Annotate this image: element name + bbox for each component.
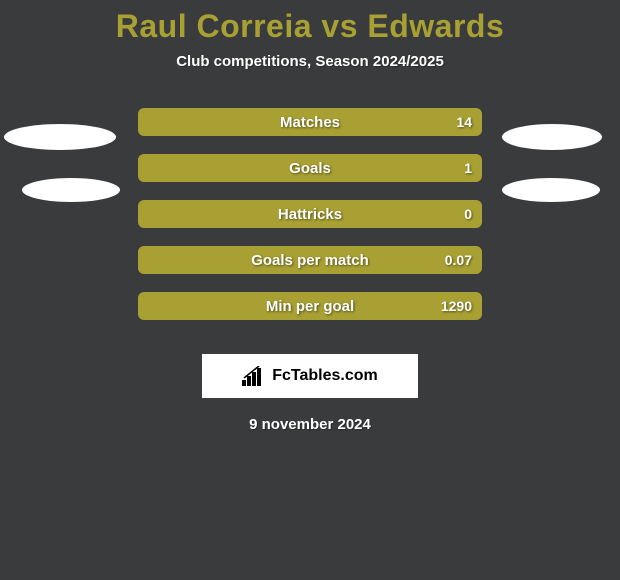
- stat-label: Goals: [289, 160, 331, 177]
- branding-text: FcTables.com: [272, 367, 378, 385]
- stat-value: 1: [464, 160, 472, 176]
- stat-bar: Goals per match 0.07: [138, 246, 482, 274]
- stat-value: 0: [464, 206, 472, 222]
- comparison-card: Raul Correia vs Edwards Club competition…: [0, 0, 620, 580]
- branding-badge: FcTables.com: [202, 354, 418, 398]
- stat-bar: Min per goal 1290: [138, 292, 482, 320]
- stat-bar: Goals 1: [138, 154, 482, 182]
- subtitle: Club competitions, Season 2024/2025: [0, 53, 620, 70]
- stat-value: 14: [456, 114, 472, 130]
- stat-row-goals-per-match: Goals per match 0.07: [0, 246, 620, 292]
- stat-bar: Hattricks 0: [138, 200, 482, 228]
- date-text: 9 november 2024: [0, 416, 620, 433]
- stat-row-matches: Matches 14: [0, 108, 620, 154]
- stat-row-goals: Goals 1: [0, 154, 620, 200]
- stat-value: 0.07: [445, 252, 472, 268]
- chart-icon: [242, 366, 266, 386]
- stat-label: Goals per match: [251, 252, 369, 269]
- stat-label: Matches: [280, 114, 340, 131]
- page-title: Raul Correia vs Edwards: [0, 0, 620, 45]
- stat-bar: Matches 14: [138, 108, 482, 136]
- stat-label: Hattricks: [278, 206, 342, 223]
- stat-row-hattricks: Hattricks 0: [0, 200, 620, 246]
- stat-value: 1290: [441, 298, 472, 314]
- stat-row-min-per-goal: Min per goal 1290: [0, 292, 620, 338]
- stat-label: Min per goal: [266, 298, 354, 315]
- stats-area: Matches 14 Goals 1 Hattricks 0 Goals per…: [0, 108, 620, 338]
